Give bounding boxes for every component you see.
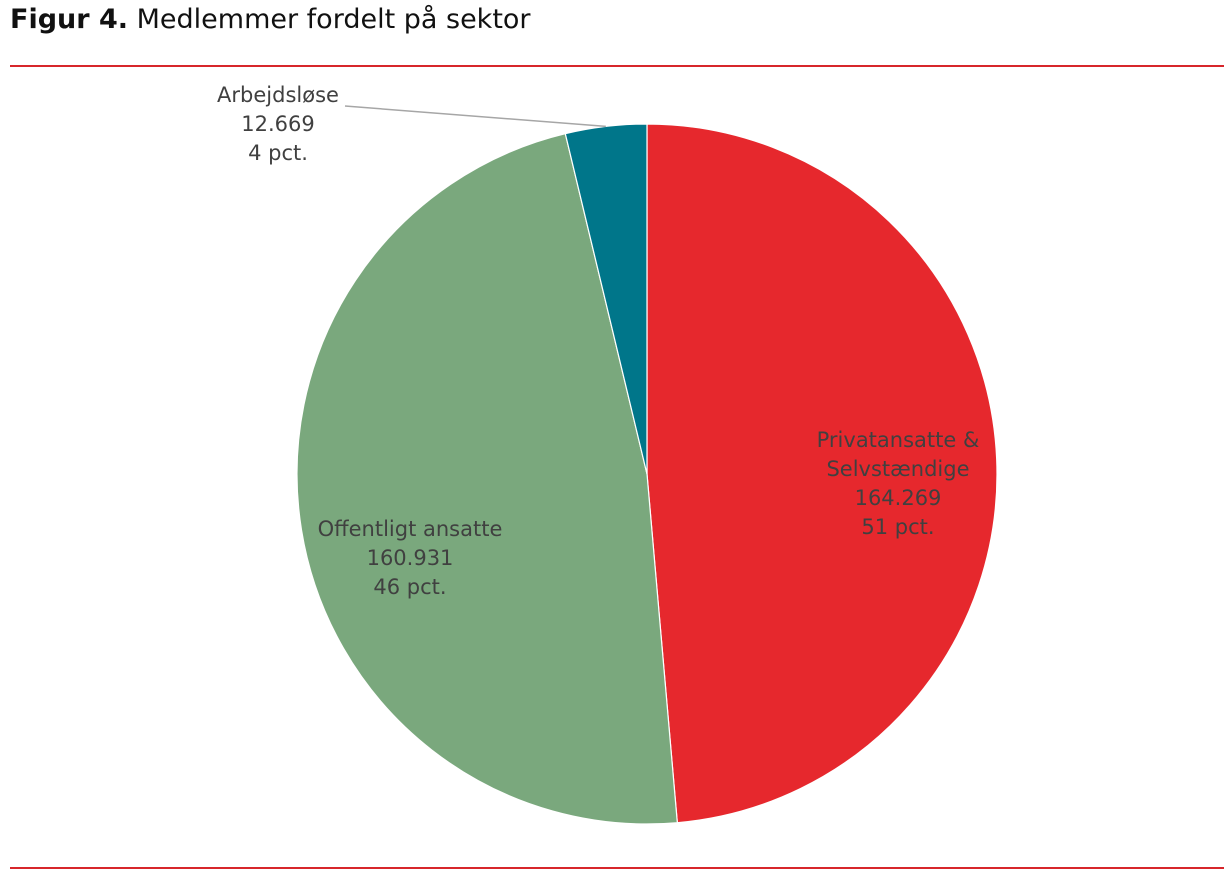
pie-label-public-percent: 46 pct.: [373, 575, 446, 599]
pie-label-unemployed-percent: 4 pct.: [248, 141, 308, 165]
pie-slice-private: [646, 123, 998, 824]
pie-slice-unemployed: [564, 123, 648, 475]
bottom-rule: [10, 867, 1224, 869]
pie-label-unemployed-value: 12.669: [241, 112, 314, 136]
figure-title: Figur 4. Medlemmer fordelt på sektor: [10, 0, 531, 40]
pie-label-public-value: 160.931: [367, 546, 454, 570]
pie-label-public: Offentligt ansatte 160.931 46 pct.: [318, 517, 503, 599]
pie-label-private-name-0: Privatansatte &: [817, 428, 980, 452]
pie-label-unemployed: Arbejdsløse 12.669 4 pct.: [217, 83, 339, 165]
leader-line-unemployed: [344, 105, 606, 128]
pie-label-private-percent: 51 pct.: [861, 515, 934, 539]
pie-slice-public: [296, 132, 678, 825]
pie-label-private-value: 164.269: [855, 486, 942, 510]
top-rule: [10, 65, 1224, 67]
pie-label-unemployed-name-0: Arbejdsløse: [217, 83, 339, 107]
pie-slices: [296, 123, 998, 825]
pie-label-private: Privatansatte & Selvstændige 164.269 51 pct…: [817, 428, 980, 539]
pie-label-public-name-0: Offentligt ansatte: [318, 517, 503, 541]
pie-label-private-name-1: Selvstændige: [826, 457, 969, 481]
figure-title-text: Medlemmer fordelt på sektor: [136, 4, 531, 35]
figure-number: Figur 4.: [10, 4, 129, 35]
pie-labels: Privatansatte & Selvstændige 164.269 51 pct…: [217, 83, 979, 599]
